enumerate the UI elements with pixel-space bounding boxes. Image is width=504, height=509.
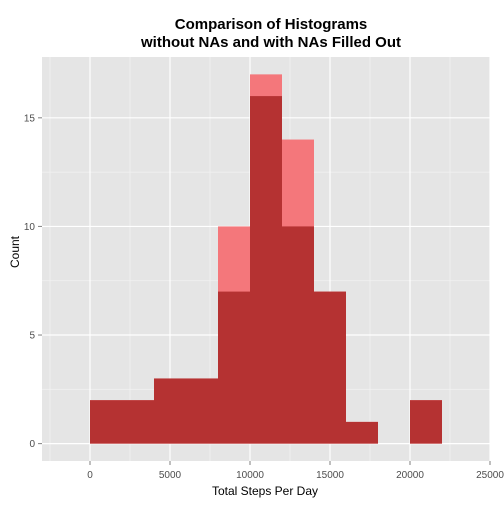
histogram-bar-series-2 <box>154 378 186 444</box>
x-tick-label: 20000 <box>396 470 424 481</box>
x-tick-label: 5000 <box>159 470 182 481</box>
histogram-bar-series-2 <box>218 291 250 444</box>
chart-title-line-1: Comparison of Histograms <box>175 16 368 33</box>
histogram-bar-series-2 <box>346 421 378 444</box>
chart-title-line-2: without NAs and with NAs Filled Out <box>140 34 401 51</box>
y-tick-label: 5 <box>29 331 35 342</box>
histogram-bar-series-2 <box>314 291 346 444</box>
histogram-bar-series-2 <box>122 400 154 444</box>
x-tick-label: 10000 <box>236 470 264 481</box>
x-tick-label: 0 <box>87 470 93 481</box>
axis-ticks <box>38 117 491 465</box>
x-axis-label: Total Steps Per Day <box>212 484 318 498</box>
y-axis-tick-labels: 0 5 10 15 <box>24 113 36 450</box>
histogram-bars <box>90 74 442 444</box>
y-axis-label: Count <box>8 235 22 268</box>
histogram-bar-series-2 <box>282 226 314 444</box>
histogram-bar-series-2 <box>186 378 218 444</box>
histogram-bar-series-2 <box>250 96 282 444</box>
y-tick-label: 0 <box>29 439 35 450</box>
x-tick-label: 15000 <box>316 470 344 481</box>
y-tick-label: 10 <box>24 222 36 233</box>
histogram-bar-series-2 <box>410 400 442 444</box>
histogram-bar-series-2 <box>90 400 122 444</box>
x-tick-label: 25000 <box>476 470 504 481</box>
y-tick-label: 15 <box>24 113 36 124</box>
x-axis-tick-labels: 0 5000 10000 15000 20000 25000 <box>87 470 504 481</box>
